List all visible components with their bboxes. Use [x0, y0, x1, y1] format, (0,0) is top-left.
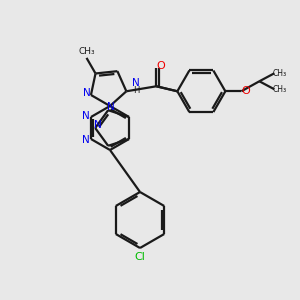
- Text: N: N: [82, 111, 90, 121]
- Text: N: N: [133, 78, 140, 88]
- Text: CH₃: CH₃: [272, 85, 286, 94]
- Text: O: O: [156, 61, 165, 71]
- Text: CH₃: CH₃: [78, 47, 95, 56]
- Text: Cl: Cl: [135, 252, 146, 262]
- Text: N: N: [94, 120, 102, 130]
- Text: N: N: [107, 102, 115, 112]
- Text: N: N: [82, 135, 90, 145]
- Text: O: O: [241, 86, 250, 96]
- Text: N: N: [83, 88, 91, 98]
- Text: H: H: [133, 86, 140, 95]
- Text: CH₃: CH₃: [272, 69, 286, 78]
